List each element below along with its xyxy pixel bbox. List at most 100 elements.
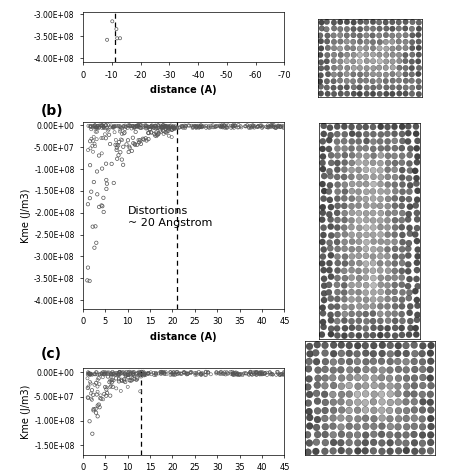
Point — [180, 369, 188, 376]
Point — [142, 123, 150, 130]
Point — [197, 371, 205, 379]
Point — [98, 370, 105, 377]
Point — [187, 369, 195, 376]
Point — [192, 370, 200, 377]
Point — [173, 368, 181, 376]
Point — [140, 371, 148, 378]
Point — [86, 277, 93, 285]
Point — [273, 124, 280, 132]
Point — [102, 386, 110, 393]
Point — [246, 368, 254, 375]
Point — [169, 123, 177, 131]
Point — [276, 123, 284, 131]
Point — [84, 394, 92, 402]
Point — [98, 122, 105, 129]
Point — [164, 123, 172, 131]
Point — [258, 370, 266, 377]
Point — [145, 370, 152, 377]
Point — [198, 123, 206, 130]
Point — [228, 370, 236, 377]
Point — [127, 369, 134, 377]
Point — [91, 223, 99, 230]
Point — [188, 368, 195, 376]
Point — [245, 123, 253, 131]
Point — [234, 124, 242, 131]
Point — [197, 121, 205, 129]
Point — [134, 121, 141, 129]
Point — [121, 369, 129, 377]
Point — [139, 369, 147, 377]
Point — [87, 126, 95, 133]
Point — [95, 203, 103, 211]
Point — [157, 368, 164, 375]
Point — [237, 122, 245, 130]
Point — [102, 121, 109, 129]
Point — [86, 370, 93, 377]
Point — [152, 122, 159, 130]
Point — [154, 124, 161, 132]
Point — [191, 369, 199, 377]
Point — [216, 369, 224, 376]
Point — [121, 371, 128, 378]
Point — [136, 369, 144, 377]
Point — [98, 134, 105, 142]
Point — [94, 376, 101, 384]
Point — [146, 125, 154, 133]
Point — [87, 371, 94, 378]
Point — [219, 123, 226, 130]
Point — [222, 123, 230, 131]
Point — [264, 123, 272, 130]
Point — [215, 370, 222, 377]
Point — [207, 371, 215, 378]
Point — [108, 370, 115, 378]
Point — [98, 395, 105, 402]
Point — [115, 138, 123, 146]
Point — [85, 369, 93, 377]
Point — [145, 123, 153, 131]
Point — [108, 371, 116, 378]
Point — [235, 371, 243, 379]
Point — [264, 124, 272, 131]
Point — [137, 121, 145, 129]
Point — [258, 369, 266, 377]
Point — [104, 127, 111, 135]
Point — [111, 128, 118, 136]
Point — [134, 123, 141, 131]
Point — [89, 142, 96, 150]
Point — [129, 122, 137, 129]
Point — [109, 123, 117, 131]
Point — [95, 401, 102, 408]
Point — [90, 133, 98, 141]
Point — [134, 122, 141, 130]
Point — [116, 368, 123, 376]
Point — [98, 201, 105, 209]
Point — [117, 148, 124, 156]
Point — [193, 123, 201, 131]
Point — [130, 124, 138, 131]
Point — [93, 391, 100, 398]
Point — [147, 128, 155, 136]
Point — [232, 370, 240, 377]
Point — [247, 368, 255, 375]
Point — [142, 370, 149, 378]
Point — [120, 130, 128, 137]
Point — [237, 370, 245, 378]
Point — [108, 378, 116, 386]
Point — [193, 369, 201, 377]
Point — [242, 370, 250, 377]
Point — [170, 124, 178, 131]
Point — [155, 121, 162, 129]
Point — [112, 141, 119, 148]
Point — [237, 124, 245, 131]
Point — [197, 371, 205, 378]
Point — [197, 370, 205, 378]
Point — [100, 124, 108, 131]
Y-axis label: Kme (J/m3): Kme (J/m3) — [21, 384, 31, 439]
Point — [110, 369, 118, 377]
Text: (b): (b) — [41, 104, 63, 118]
Point — [168, 369, 176, 377]
Point — [86, 161, 94, 169]
Point — [130, 123, 138, 131]
Point — [235, 124, 243, 131]
Point — [129, 139, 137, 147]
